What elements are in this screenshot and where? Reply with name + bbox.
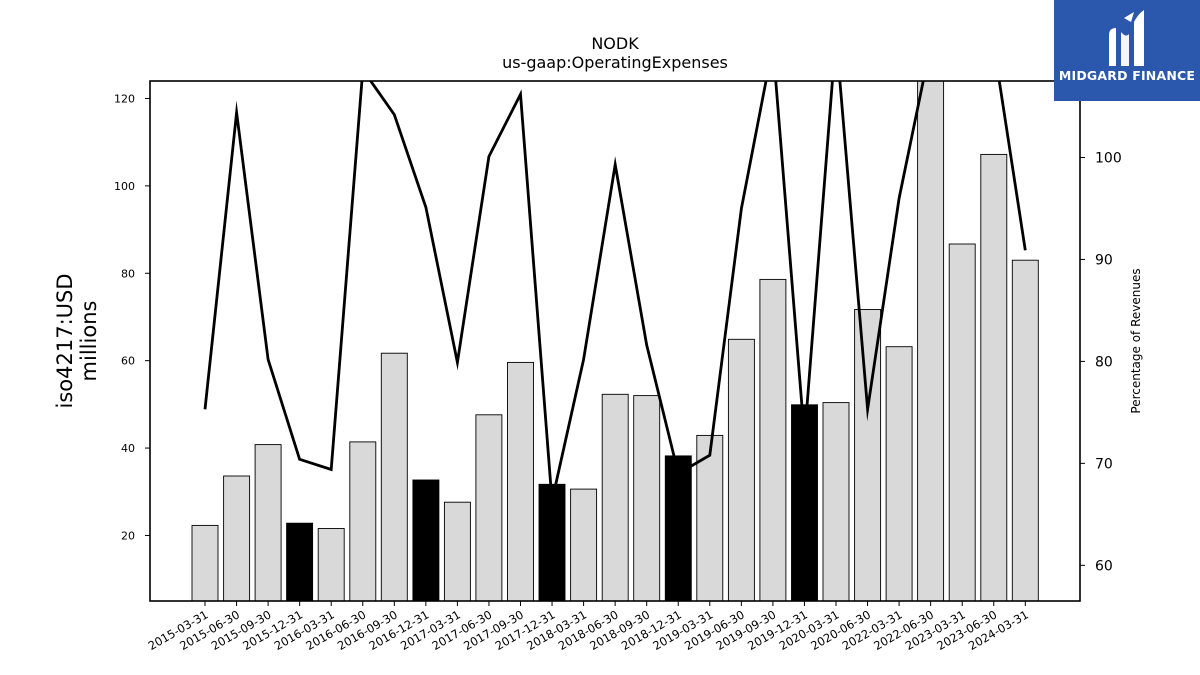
bar-2015-06-30	[223, 475, 251, 602]
bar-2017-06-30	[475, 414, 503, 602]
bar-2023-06-30	[980, 153, 1008, 602]
bar-2018-03-31	[570, 488, 598, 602]
bar-2015-03-31	[191, 524, 219, 602]
bar-2015-09-30	[254, 444, 282, 602]
y2-tick-label: 90	[1095, 252, 1113, 268]
bar-2020-03-31	[822, 402, 850, 602]
bar-2017-03-31	[443, 501, 471, 602]
y2-tick-label: 60	[1095, 558, 1113, 574]
y2-tick-label: 70	[1095, 456, 1113, 472]
y-tick-label: 20	[121, 529, 135, 542]
y-tick-label: 80	[121, 267, 135, 280]
bar-2016-06-30	[349, 441, 377, 602]
bar-2023-03-31	[948, 243, 976, 602]
y-axis-right: 60 70 80 90 100	[1080, 150, 1122, 574]
bar-2016-09-30	[380, 352, 408, 602]
y-axis-label: iso4217:USDmillions	[53, 273, 101, 408]
bar-2015-12-31	[286, 522, 314, 602]
logo-mark-icon	[1109, 10, 1144, 66]
chart-title: NODK	[591, 34, 639, 53]
y-tick-label: 60	[121, 355, 135, 368]
brand-logo: MIDGARD FINANCE	[1054, 0, 1200, 101]
chart-subtitle: us-gaap:OperatingExpenses	[502, 53, 728, 72]
bar-2016-12-31	[412, 479, 440, 602]
bar-2018-09-30	[633, 395, 661, 602]
bar-2018-12-31	[664, 455, 692, 602]
y2-tick-label: 80	[1095, 354, 1113, 370]
y-tick-label: 120	[114, 92, 135, 105]
y-tick-label: 40	[121, 442, 135, 455]
y-tick-label: 100	[114, 180, 135, 193]
y2-tick-label: 100	[1095, 150, 1122, 166]
y2-axis-label: Percentage of Revenues	[1129, 268, 1143, 413]
bar-2019-09-30	[759, 278, 787, 602]
percentage-line	[203, 81, 1027, 511]
line-series	[203, 81, 1027, 511]
bar-2019-06-30	[727, 338, 755, 602]
y-axis-left: 20 40 60 80 100 120	[114, 92, 150, 542]
x-axis: 2015-03-312015-06-302015-09-302015-12-31…	[146, 601, 1031, 653]
bar-2024-03-31	[1011, 259, 1039, 602]
bar-2018-06-30	[601, 393, 629, 602]
bar-2019-03-31	[696, 434, 724, 602]
logo-text: MIDGARD FINANCE	[1058, 68, 1196, 83]
bar-2022-03-31	[885, 346, 913, 602]
bar-2022-06-30	[917, 80, 945, 602]
bar-2016-03-31	[317, 528, 345, 602]
bar-2017-09-30	[507, 361, 534, 602]
